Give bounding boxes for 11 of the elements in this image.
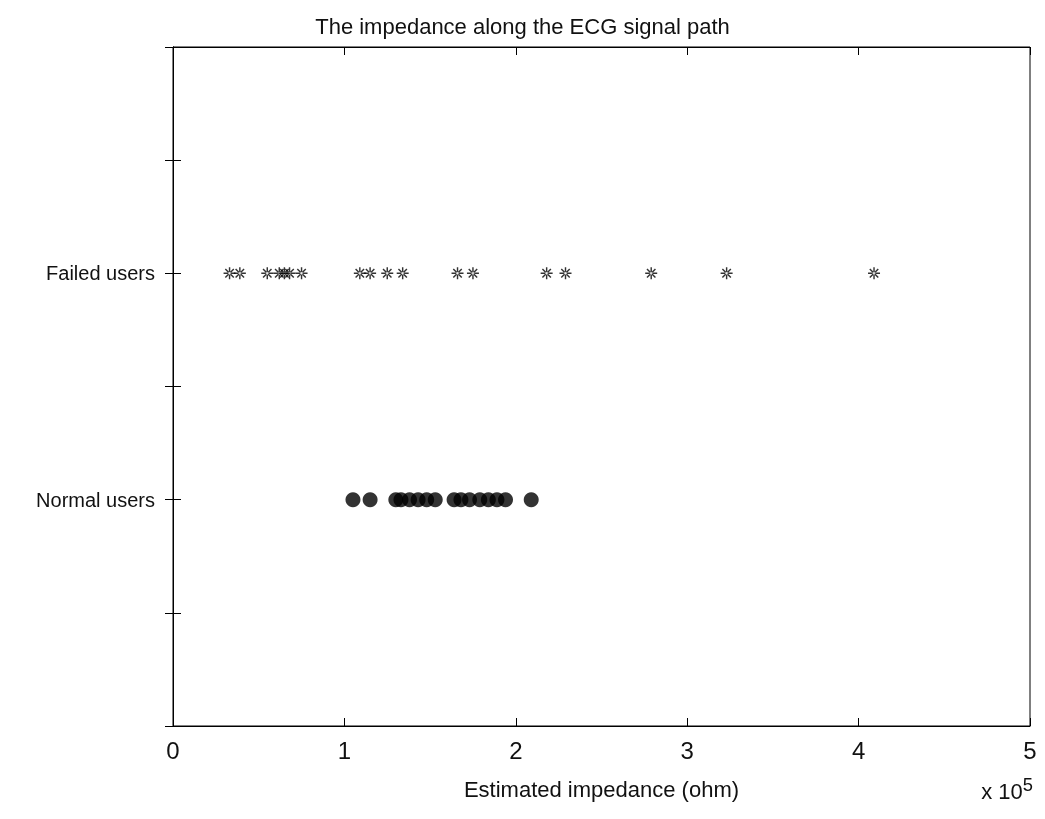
x-tick-label: 3 xyxy=(680,736,694,764)
x-tick-label: 4 xyxy=(851,736,866,764)
x-tick-label: 5 xyxy=(1023,736,1037,764)
chart-title: The impedance along the ECG signal path xyxy=(315,13,730,39)
x-tick-label: 1 xyxy=(337,736,352,764)
y-tick-label: Failed users xyxy=(46,262,155,285)
x-axis-title: Estimated impedance (ohm) xyxy=(463,776,740,802)
x-tick-label: 0 xyxy=(166,736,180,764)
text: x 10$^{5}$ xyxy=(981,773,1033,804)
y-tick-label: Normal users xyxy=(36,488,155,511)
x-tick-label: 2 xyxy=(509,736,523,764)
